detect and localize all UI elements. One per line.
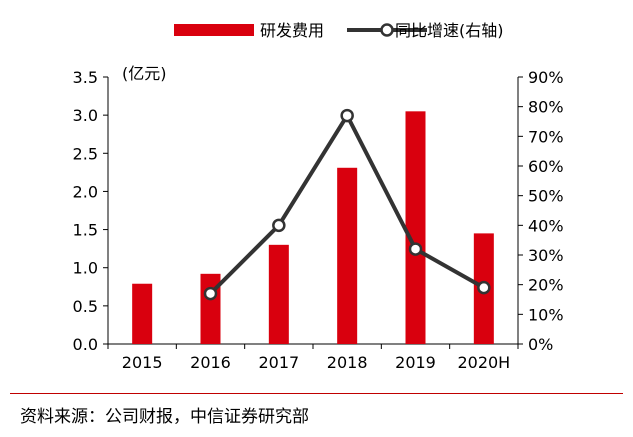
growth-point-2020H bbox=[477, 280, 491, 295]
left-tick-label: 1.0 bbox=[73, 259, 98, 278]
left-tick-label: 0.5 bbox=[73, 297, 98, 316]
x-category-label: 2020H bbox=[457, 353, 510, 372]
bar-2019 bbox=[405, 111, 426, 344]
left-tick-label: 3.0 bbox=[73, 106, 98, 125]
left-tick-label: 1.5 bbox=[73, 221, 98, 240]
legend-bar-label: 研发费用 bbox=[260, 21, 324, 40]
legend-bar-swatch bbox=[174, 24, 254, 36]
bar-2015 bbox=[132, 283, 153, 344]
growth-point-2017 bbox=[272, 218, 286, 233]
growth-point-2018 bbox=[340, 108, 354, 123]
right-tick-label: 20% bbox=[528, 276, 564, 295]
left-tick-label: 2.0 bbox=[73, 182, 98, 201]
left-tick-label: 0.0 bbox=[73, 335, 98, 354]
legend-line-marker bbox=[380, 23, 394, 37]
x-category-label: 2016 bbox=[190, 353, 231, 372]
right-tick-label: 0% bbox=[528, 335, 553, 354]
x-category-label: 2017 bbox=[258, 353, 299, 372]
right-tick-label: 90% bbox=[528, 68, 564, 87]
right-tick-label: 30% bbox=[528, 246, 564, 265]
x-category-label: 2019 bbox=[395, 353, 436, 372]
growth-point-2016 bbox=[203, 286, 218, 301]
right-tick-label: 80% bbox=[528, 98, 564, 117]
right-tick-label: 50% bbox=[528, 187, 564, 206]
left-axis-unit-label: (亿元) bbox=[122, 64, 167, 83]
x-category-label: 2018 bbox=[327, 353, 368, 372]
right-tick-label: 70% bbox=[528, 127, 564, 146]
source-divider bbox=[10, 393, 623, 394]
right-tick-label: 10% bbox=[528, 305, 564, 324]
bar-2017 bbox=[268, 244, 289, 344]
right-tick-label: 40% bbox=[528, 216, 564, 235]
growth-point-2019 bbox=[408, 242, 423, 256]
left-tick-label: 2.5 bbox=[73, 144, 98, 163]
legend-line-label: 同比增速(右轴) bbox=[395, 21, 504, 40]
left-tick-label: 3.5 bbox=[73, 68, 98, 87]
source-note: 资料来源：公司财报，中信证券研究部 bbox=[20, 407, 309, 427]
right-tick-label: 60% bbox=[528, 157, 564, 176]
x-category-label: 2015 bbox=[122, 353, 163, 372]
bar-2018 bbox=[337, 167, 358, 344]
